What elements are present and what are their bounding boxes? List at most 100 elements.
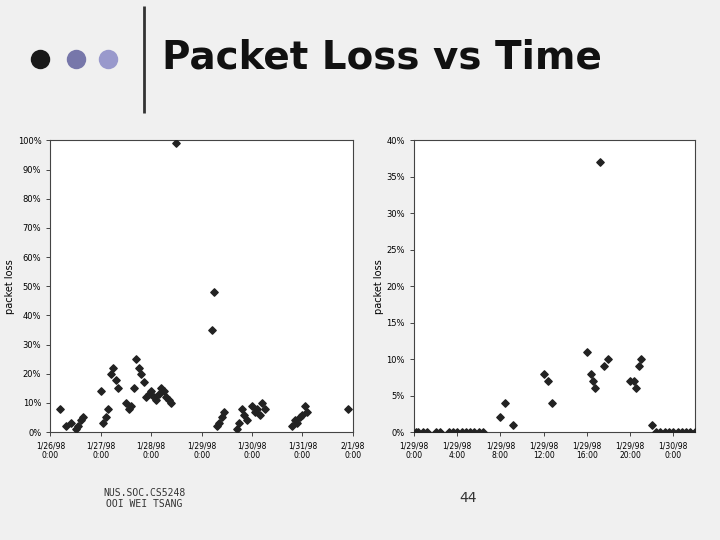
Point: [294, 413, 305, 422]
Point: [689, 428, 701, 436]
Point: [241, 416, 253, 424]
Point: [60, 422, 71, 430]
Point: [233, 419, 245, 428]
Point: [588, 377, 599, 386]
Point: [546, 399, 558, 407]
Point: [105, 369, 117, 378]
Point: [256, 399, 268, 407]
Point: [171, 139, 182, 147]
Point: [443, 428, 454, 436]
Point: [594, 158, 606, 166]
Point: [249, 407, 261, 416]
Point: [65, 419, 76, 428]
Point: [161, 393, 172, 401]
Point: [635, 355, 647, 363]
Point: [581, 348, 593, 356]
Point: [299, 401, 310, 410]
Point: [219, 407, 230, 416]
Point: [631, 384, 642, 393]
Point: [55, 404, 66, 413]
Point: [231, 425, 243, 434]
Point: [646, 420, 657, 429]
Point: [297, 410, 308, 419]
Point: [451, 428, 463, 436]
Point: [97, 419, 109, 428]
Point: [158, 387, 170, 395]
Point: [95, 387, 107, 395]
Point: [120, 399, 132, 407]
Point: [251, 404, 263, 413]
Point: [680, 428, 692, 436]
Point: [216, 413, 228, 422]
Point: [153, 390, 164, 399]
Point: [499, 399, 510, 407]
Point: [132, 363, 144, 372]
Point: [100, 413, 112, 422]
Point: [447, 428, 459, 436]
Point: [78, 413, 89, 422]
Point: [464, 428, 476, 436]
Point: [650, 428, 662, 436]
Point: [598, 362, 610, 370]
Point: [108, 363, 120, 372]
Point: [246, 401, 258, 410]
Point: [211, 422, 222, 430]
Point: [342, 404, 354, 413]
Point: [140, 393, 152, 401]
Point: [508, 420, 519, 429]
Y-axis label: packet loss: packet loss: [374, 259, 384, 314]
Point: [122, 404, 134, 413]
Point: [213, 419, 225, 428]
Point: [477, 428, 489, 436]
Point: [110, 375, 122, 384]
Point: [206, 326, 217, 334]
Point: [289, 416, 300, 424]
Point: [259, 404, 271, 413]
Point: [542, 377, 554, 386]
Point: [430, 428, 441, 436]
Y-axis label: packet loss: packet loss: [5, 259, 15, 314]
Point: [148, 393, 159, 401]
Point: [130, 355, 142, 363]
Point: [659, 428, 670, 436]
Point: [590, 384, 601, 393]
Point: [603, 355, 614, 363]
Point: [236, 404, 248, 413]
Point: [495, 413, 506, 422]
Point: [254, 410, 266, 419]
Point: [663, 428, 675, 436]
Point: [150, 396, 162, 404]
Point: [135, 369, 147, 378]
Point: [166, 399, 177, 407]
Point: [469, 428, 480, 436]
Point: [456, 428, 467, 436]
Point: [410, 428, 422, 436]
Point: [473, 428, 485, 436]
Point: [585, 369, 597, 378]
Text: Packet Loss vs Time: Packet Loss vs Time: [162, 38, 602, 76]
Point: [413, 428, 424, 436]
Point: [112, 384, 125, 393]
Point: [128, 384, 140, 393]
Point: [75, 416, 86, 424]
Point: [538, 369, 549, 378]
Point: [72, 422, 84, 430]
Point: [287, 422, 298, 430]
Point: [145, 387, 157, 395]
Point: [138, 378, 150, 387]
Point: [672, 428, 683, 436]
Point: [143, 390, 155, 399]
Point: [629, 377, 640, 386]
Point: [434, 428, 446, 436]
Point: [102, 404, 114, 413]
Point: [676, 428, 688, 436]
Point: [125, 401, 137, 410]
Point: [421, 428, 433, 436]
Point: [70, 425, 81, 434]
Point: [163, 396, 174, 404]
Text: 44: 44: [459, 491, 477, 505]
Text: NUS.SOC.CS5248
OOI WEI TSANG: NUS.SOC.CS5248 OOI WEI TSANG: [103, 488, 185, 509]
Point: [633, 362, 644, 370]
Point: [624, 377, 636, 386]
Point: [238, 410, 250, 419]
